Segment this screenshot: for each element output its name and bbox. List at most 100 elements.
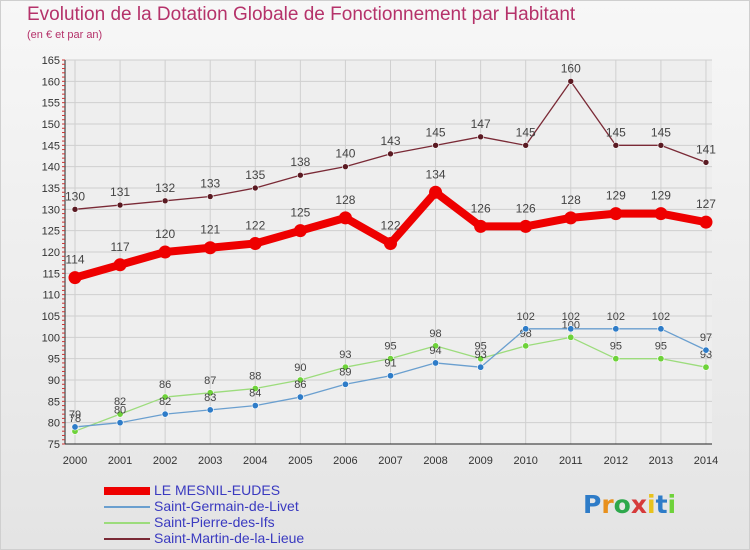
data-label: 132 bbox=[155, 181, 175, 195]
data-label: 127 bbox=[696, 197, 716, 211]
logo-letter: i bbox=[667, 490, 677, 519]
legend-item: Saint-Germain-de-Livet bbox=[104, 498, 304, 514]
legend-item: LE MESNIL-EUDES bbox=[104, 482, 304, 498]
data-point bbox=[71, 206, 79, 213]
x-tick-label: 2001 bbox=[108, 455, 132, 467]
data-label: 121 bbox=[200, 223, 220, 237]
data-point bbox=[432, 359, 440, 367]
logo-letter: P bbox=[583, 490, 602, 519]
data-point bbox=[702, 159, 710, 166]
data-label: 130 bbox=[65, 189, 85, 203]
y-tick-label: 150 bbox=[42, 119, 60, 131]
data-label: 86 bbox=[294, 379, 306, 391]
data-point bbox=[612, 142, 620, 149]
data-label: 95 bbox=[475, 341, 487, 353]
logo-letter: o bbox=[613, 490, 631, 519]
data-point bbox=[522, 325, 530, 333]
x-tick-label: 2008 bbox=[423, 455, 447, 467]
data-point bbox=[477, 355, 485, 363]
y-tick-label: 85 bbox=[48, 396, 60, 408]
data-label: 93 bbox=[339, 349, 351, 361]
data-point bbox=[654, 207, 668, 221]
data-label: 140 bbox=[335, 147, 355, 161]
data-label: 135 bbox=[245, 168, 265, 182]
data-point bbox=[564, 211, 578, 225]
data-point bbox=[567, 333, 575, 341]
data-point bbox=[251, 184, 259, 192]
x-tick-label: 2004 bbox=[243, 455, 267, 467]
data-label: 84 bbox=[249, 388, 261, 400]
data-point bbox=[297, 171, 304, 179]
x-tick-label: 2005 bbox=[288, 455, 312, 467]
x-tick-label: 2007 bbox=[378, 455, 402, 467]
data-point bbox=[293, 224, 307, 238]
x-tick-label: 2011 bbox=[559, 455, 583, 467]
legend-item: Saint-Martin-de-la-Lieue bbox=[104, 530, 304, 546]
data-label: 133 bbox=[200, 177, 220, 191]
data-point bbox=[341, 363, 349, 371]
data-label: 86 bbox=[159, 379, 171, 391]
data-label: 145 bbox=[606, 125, 626, 139]
data-label: 122 bbox=[245, 218, 265, 232]
data-point bbox=[116, 201, 124, 209]
data-point bbox=[161, 410, 169, 418]
data-label: 83 bbox=[204, 392, 216, 404]
data-point bbox=[474, 219, 488, 233]
data-label: 128 bbox=[561, 193, 581, 207]
x-tick-label: 2003 bbox=[198, 455, 222, 467]
x-tick-label: 2013 bbox=[649, 455, 673, 467]
y-tick-label: 125 bbox=[42, 226, 60, 238]
data-label: 82 bbox=[114, 396, 126, 408]
logo-letter: x bbox=[630, 490, 647, 519]
logo-letter: r bbox=[601, 490, 614, 519]
data-point bbox=[519, 219, 533, 233]
x-tick-label: 2010 bbox=[513, 455, 537, 467]
data-point bbox=[206, 406, 214, 414]
data-label: 131 bbox=[110, 185, 130, 199]
data-point bbox=[116, 410, 124, 418]
data-point bbox=[116, 419, 124, 427]
y-tick-label: 115 bbox=[42, 268, 60, 280]
legend-swatch bbox=[104, 506, 150, 509]
data-label: 145 bbox=[651, 125, 671, 139]
logo-letter: t bbox=[655, 490, 668, 519]
data-label: 117 bbox=[110, 240, 129, 254]
y-tick-label: 100 bbox=[42, 332, 60, 344]
data-point bbox=[567, 78, 575, 85]
legend-item: Saint-Pierre-des-Ifs bbox=[104, 514, 304, 530]
y-tick-label: 120 bbox=[42, 247, 60, 259]
data-label: 93 bbox=[700, 349, 712, 361]
legend-swatch bbox=[104, 538, 150, 541]
data-label: 88 bbox=[249, 371, 261, 383]
data-label: 102 bbox=[517, 311, 535, 323]
data-label: 79 bbox=[69, 409, 81, 421]
legend-swatch bbox=[104, 522, 150, 525]
data-label: 126 bbox=[471, 201, 491, 215]
y-tick-label: 160 bbox=[42, 76, 60, 88]
legend: LE MESNIL-EUDES Saint-Germain-de-Livet Sai… bbox=[104, 482, 304, 546]
data-point bbox=[386, 355, 394, 363]
data-label: 138 bbox=[290, 155, 310, 169]
proxiti-logo: Proxiti bbox=[583, 490, 676, 519]
data-point bbox=[206, 193, 214, 200]
data-label: 125 bbox=[290, 206, 310, 220]
data-point bbox=[429, 185, 443, 199]
data-point bbox=[567, 325, 575, 333]
chart-title: Evolution de la Dotation Globale de Fonc… bbox=[27, 4, 576, 25]
y-tick-label: 145 bbox=[42, 140, 60, 152]
data-point bbox=[699, 215, 713, 229]
x-tick-label: 2000 bbox=[63, 455, 87, 467]
y-tick-label: 110 bbox=[42, 290, 60, 302]
data-label: 114 bbox=[65, 253, 84, 267]
data-point bbox=[522, 142, 530, 149]
data-label: 98 bbox=[429, 328, 441, 340]
data-label: 102 bbox=[607, 311, 625, 323]
data-point bbox=[387, 150, 394, 158]
data-point bbox=[657, 142, 665, 149]
data-point bbox=[657, 325, 665, 333]
x-tick-label: 2002 bbox=[153, 455, 177, 467]
data-point bbox=[522, 342, 530, 350]
data-label: 141 bbox=[696, 142, 716, 156]
data-label: 129 bbox=[606, 189, 626, 203]
data-label: 95 bbox=[655, 341, 667, 353]
